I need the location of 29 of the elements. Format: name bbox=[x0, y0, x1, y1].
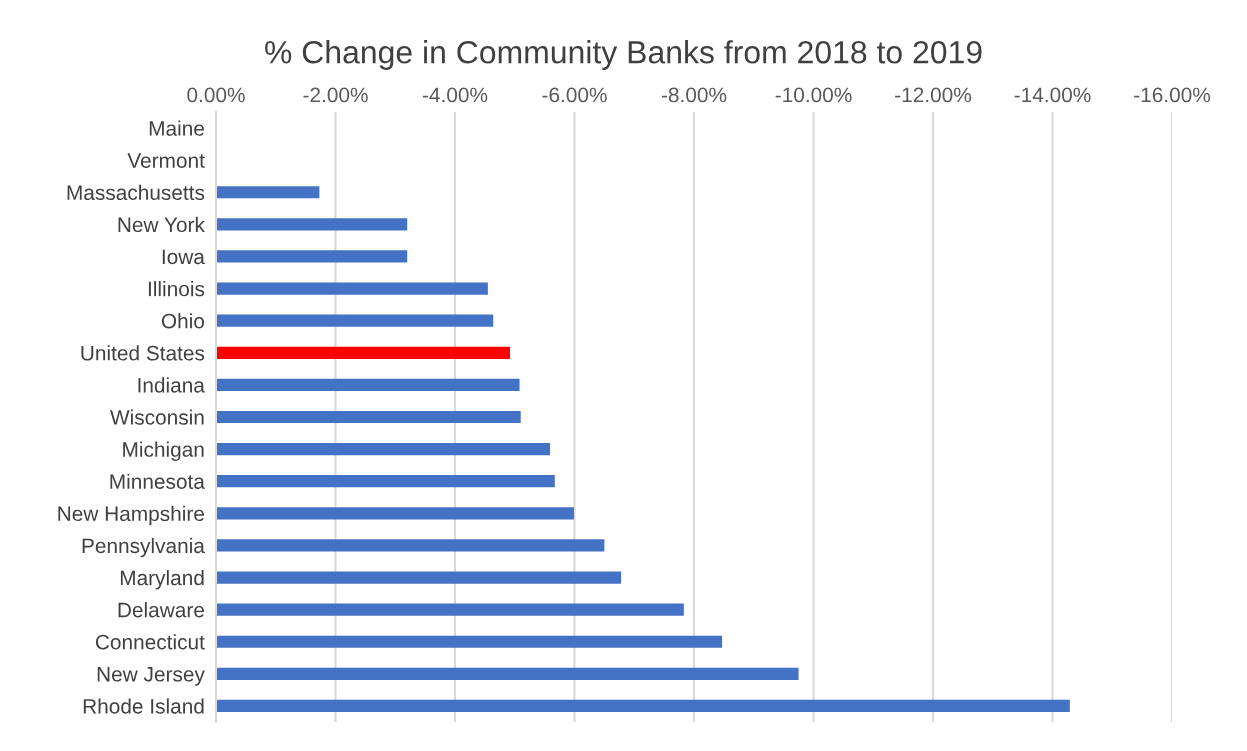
y-tick-label: New Jersey bbox=[97, 667, 205, 686]
y-tick-label: Iowa bbox=[162, 249, 205, 265]
y-tick-label: Wisconsin bbox=[110, 409, 204, 425]
x-tick-label: -6.00% bbox=[542, 87, 607, 103]
y-tick-label: Illinois bbox=[148, 281, 205, 297]
y-tick-label: Indiana bbox=[138, 377, 205, 393]
y-tick-label: New York bbox=[118, 216, 205, 233]
y-tick-label: Massachusetts bbox=[67, 184, 205, 201]
x-tick-label: -16.00% bbox=[1134, 87, 1211, 103]
chart-title: % Change in Community Banks from 2018 to 2019 bbox=[265, 40, 982, 70]
y-tick-label: Rhode Island bbox=[83, 698, 204, 714]
y-tick-label: Maryland bbox=[120, 569, 204, 590]
y-tick-label: Pennsylvania bbox=[82, 537, 205, 558]
y-tick-label: New Hampshire bbox=[58, 505, 204, 526]
y-tick-label: Delaware bbox=[118, 602, 204, 618]
y-tick-label: Ohio bbox=[161, 313, 205, 329]
x-tick-label: -8.00% bbox=[661, 87, 727, 103]
y-tick-label: Michigan bbox=[123, 441, 204, 461]
x-tick-label: -10.00% bbox=[775, 87, 852, 103]
x-tick-label: -14.00% bbox=[1014, 87, 1091, 103]
y-tick-label: Minnesota bbox=[110, 473, 205, 489]
x-tick-label: -2.00% bbox=[303, 87, 368, 103]
y-tick-label: United States bbox=[81, 345, 205, 361]
y-tick-label: Vermont bbox=[127, 153, 205, 168]
x-tick-label: -12.00% bbox=[895, 87, 972, 103]
y-tick-label: Maine bbox=[149, 120, 204, 136]
x-tick-label: -4.00% bbox=[422, 87, 488, 103]
y-tick-label: Connecticut bbox=[95, 634, 205, 650]
x-tick-label: 0.00% bbox=[187, 87, 245, 103]
